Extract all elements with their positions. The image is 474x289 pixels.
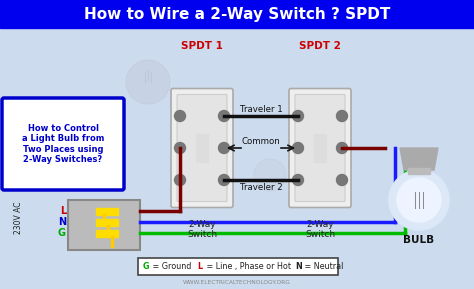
Bar <box>0 0 474 28</box>
Text: BULB: BULB <box>403 235 435 245</box>
FancyBboxPatch shape <box>295 95 345 201</box>
Circle shape <box>389 170 449 230</box>
Bar <box>96 230 118 237</box>
Circle shape <box>174 110 185 121</box>
FancyBboxPatch shape <box>171 88 233 208</box>
Circle shape <box>174 175 185 186</box>
Text: Traveler 2: Traveler 2 <box>240 182 283 192</box>
Bar <box>68 200 140 250</box>
Text: 2-Way
Switch: 2-Way Switch <box>187 220 217 239</box>
Text: = Neutral: = Neutral <box>302 262 343 271</box>
Bar <box>138 258 338 275</box>
Text: = Line , Phase or Hot: = Line , Phase or Hot <box>204 262 299 271</box>
Bar <box>196 134 208 162</box>
Text: G: G <box>58 228 66 238</box>
Text: 2-Way
Switch: 2-Way Switch <box>305 220 335 239</box>
Text: G: G <box>143 262 149 271</box>
Text: Traveler 1: Traveler 1 <box>240 105 283 114</box>
Text: How to Control
a Light Bulb from
Two Places using
2-Way Switches?: How to Control a Light Bulb from Two Pla… <box>22 124 104 164</box>
Bar <box>96 208 118 215</box>
Text: SPDT 1: SPDT 1 <box>181 41 223 51</box>
Circle shape <box>337 142 347 153</box>
Bar <box>408 168 430 174</box>
Text: SPDT 2: SPDT 2 <box>299 41 341 51</box>
Circle shape <box>219 110 229 121</box>
Bar <box>314 134 326 162</box>
Circle shape <box>292 110 303 121</box>
Text: How to Wire a 2-Way Switch ? SPDT: How to Wire a 2-Way Switch ? SPDT <box>84 6 390 21</box>
FancyBboxPatch shape <box>2 98 124 190</box>
Text: = Ground: = Ground <box>150 262 199 271</box>
Circle shape <box>337 110 347 121</box>
Circle shape <box>219 142 229 153</box>
Text: N: N <box>295 262 302 271</box>
Text: 230V AC: 230V AC <box>13 202 22 234</box>
Text: L: L <box>60 206 66 216</box>
Polygon shape <box>400 148 438 170</box>
Text: WWW.ELECTRICALTECHNOLOGY.ORG: WWW.ELECTRICALTECHNOLOGY.ORG <box>183 279 291 284</box>
Circle shape <box>292 142 303 153</box>
Circle shape <box>254 159 286 191</box>
Circle shape <box>126 60 170 104</box>
Circle shape <box>337 175 347 186</box>
Circle shape <box>174 142 185 153</box>
Circle shape <box>397 178 441 222</box>
Bar <box>96 219 118 226</box>
Circle shape <box>292 175 303 186</box>
Text: Common: Common <box>242 138 281 147</box>
FancyBboxPatch shape <box>289 88 351 208</box>
Circle shape <box>219 175 229 186</box>
Text: N: N <box>58 217 66 227</box>
Text: L: L <box>197 262 202 271</box>
FancyBboxPatch shape <box>177 95 227 201</box>
